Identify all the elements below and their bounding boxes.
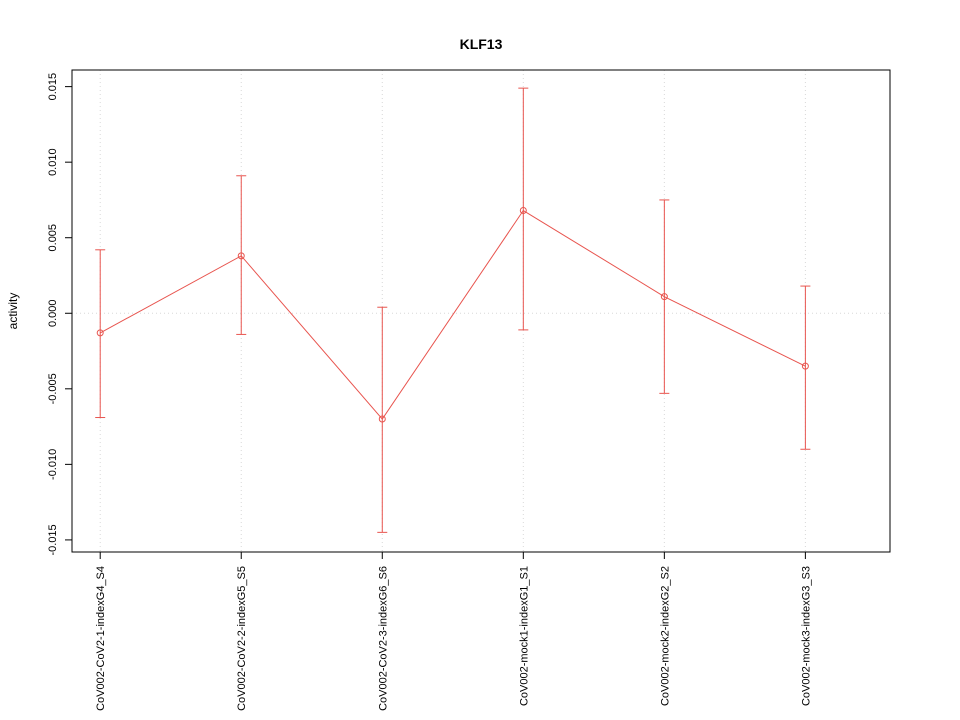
x-tick-label: CoV002-mock1-indexG1_S1	[518, 566, 530, 706]
x-tick-label: CoV002-mock3-indexG3_S3	[800, 566, 812, 706]
y-tick-label: 0.010	[47, 148, 59, 176]
data-point	[237, 252, 245, 260]
data-point	[801, 362, 809, 370]
x-tick-label: CoV002-CoV2-2-indexG5_S5	[236, 566, 248, 711]
plot-area: -0.015 -0.010 -0.005 0.000 0.005 0.010 0.015 Co…	[47, 69, 891, 711]
data-points	[96, 207, 809, 423]
x-axis: CoV002-CoV2-1-indexG4_S4 CoV002-CoV2-2-in…	[95, 552, 812, 711]
y-tick-label: 0.015	[47, 73, 59, 101]
series-polyline	[99, 209, 806, 420]
y-tick-label: 0.000	[47, 300, 59, 328]
y-axis: -0.015 -0.010 -0.005 0.000 0.005 0.010 0.015	[47, 73, 72, 556]
error-bars	[95, 87, 811, 533]
y-axis-label: activity	[6, 293, 20, 330]
x-tick-label: CoV002-CoV2-1-indexG4_S4	[95, 566, 107, 711]
y-tick-label: 0.005	[47, 224, 59, 252]
y-tick-label: -0.010	[47, 449, 59, 480]
data-point	[96, 329, 104, 337]
y-tick-label: -0.015	[47, 524, 59, 555]
series-line	[99, 209, 806, 420]
data-point	[378, 415, 386, 423]
x-tick-label: CoV002-CoV2-3-indexG6_S6	[377, 566, 389, 711]
x-tick-label: CoV002-mock2-indexG2_S2	[659, 566, 671, 706]
gridlines	[72, 70, 890, 552]
y-tick-label: -0.005	[47, 373, 59, 404]
data-point	[519, 207, 527, 215]
plot-box	[71, 69, 891, 553]
chart-title: KLF13	[460, 36, 503, 52]
data-point	[660, 293, 668, 301]
